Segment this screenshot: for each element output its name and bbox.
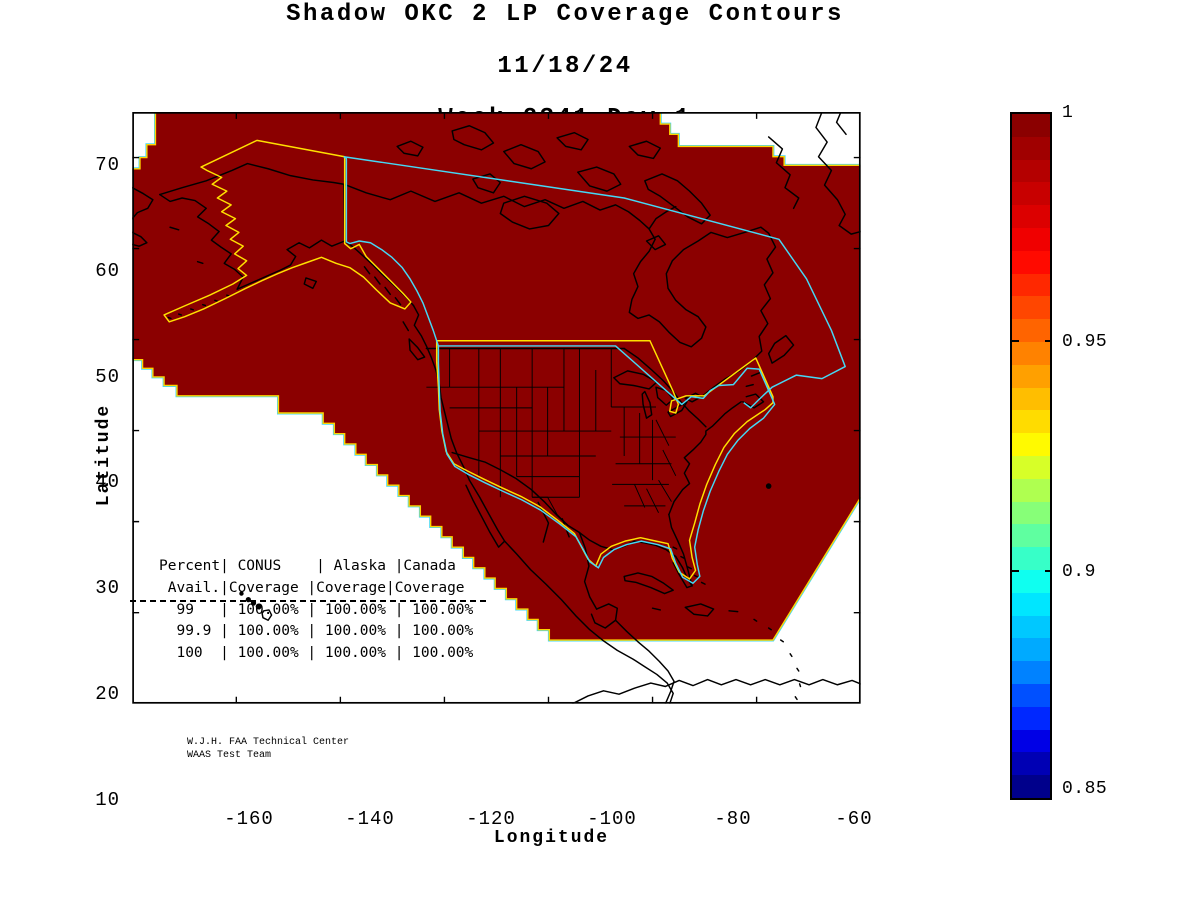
credit-line-2: WAAS Test Team [187, 750, 272, 761]
bermuda [765, 483, 772, 489]
colorbar-band [1012, 182, 1050, 206]
state-borders [426, 348, 677, 526]
hispaniola [684, 603, 715, 617]
colorbar-band [1012, 615, 1050, 639]
credit-text: W.J.H. FAA Technical Center WAAS Test Tea… [187, 736, 349, 762]
colorbar-band [1012, 159, 1050, 183]
colorbar-band [1012, 478, 1050, 502]
colorbar-band [1012, 455, 1050, 479]
title-line-1: Shadow OKC 2 LP Coverage Contours [286, 1, 844, 28]
y-tick-label: 40 [95, 471, 120, 494]
colorbar-band [1012, 114, 1050, 137]
credit-line-1: W.J.H. FAA Technical Center [187, 737, 350, 748]
colorbar-tick-label: 0.95 [1062, 332, 1108, 353]
colorbar-band [1012, 775, 1050, 798]
plot-border [132, 112, 861, 704]
alaska-border-cyan [343, 156, 440, 347]
colorbar-band [1012, 569, 1050, 593]
coverage-summary-table: Percent| CONUS | Alaska |Canada Avail.|C… [159, 558, 474, 662]
colorbar-band [1012, 273, 1050, 297]
colorbar-band [1012, 227, 1050, 251]
x-tick-label: -80 [714, 808, 752, 830]
x-tick-label: -60 [835, 808, 873, 830]
colorbar-band [1012, 501, 1050, 525]
y-tick-label: 60 [95, 259, 120, 282]
colorbar-band [1012, 433, 1050, 456]
colorbar-tick [1045, 340, 1052, 343]
colorbar-band [1012, 638, 1050, 662]
hawaii [239, 591, 273, 621]
lesser-antilles [753, 618, 802, 701]
nova-scotia [742, 393, 765, 409]
colorbar-tick-label: 0.85 [1062, 779, 1108, 799]
title-line-2: 11/18/24 [497, 53, 633, 80]
kodiak-island [303, 277, 318, 290]
x-tick-label: -160 [224, 808, 274, 830]
colorbar-band [1012, 341, 1050, 365]
y-tick-label: 10 [95, 789, 120, 811]
table-separator-dashed-line [130, 600, 487, 602]
colorbar-band [1012, 136, 1050, 160]
x-tick-label: -100 [587, 808, 637, 830]
colorbar-band [1012, 683, 1050, 707]
x-tick-label: -140 [345, 808, 395, 830]
colorbar-band [1012, 706, 1050, 730]
canada-contour-cyan [343, 155, 846, 409]
colorbar-band [1012, 364, 1050, 388]
colorbar-tick [1012, 340, 1019, 343]
colorbar-tick [1045, 569, 1052, 572]
colorbar-band [1012, 661, 1050, 684]
y-tick-label: 20 [95, 683, 120, 706]
colorbar-band [1012, 592, 1050, 616]
conus-contour-cyan [437, 345, 776, 585]
colorbar-band [1012, 387, 1050, 411]
colorbar-band [1012, 752, 1050, 776]
colorbar-band [1012, 547, 1050, 570]
colorbar-band [1012, 250, 1050, 274]
x-axis-title: Longitude [493, 828, 610, 848]
alaska-contour-yellow [163, 139, 412, 323]
conus-contour-yellow [435, 340, 774, 580]
x-tick-label: -120 [466, 808, 516, 830]
colorbar-tick-label: 1 [1062, 103, 1074, 123]
service-contour-cyan [343, 155, 846, 585]
colorbar-band [1012, 296, 1050, 320]
service-contour-yellow [163, 139, 774, 580]
coastlines [132, 112, 861, 704]
bahamas [672, 546, 706, 585]
colorbar-band [1012, 524, 1050, 548]
vancouver-island [408, 338, 426, 361]
colorbar-band [1012, 729, 1050, 753]
victoria-island [499, 195, 560, 230]
colorbar-tick-label: 0.9 [1062, 561, 1096, 582]
y-axis-title: Latitude [94, 403, 114, 507]
coverage-map [132, 112, 861, 704]
y-tick-label: 50 [95, 365, 120, 388]
y-tick-label: 30 [95, 577, 120, 600]
coverage-edge-fringe-gold [132, 112, 861, 641]
hudson-bay [628, 205, 762, 348]
newfoundland [767, 334, 795, 364]
colorbar-band [1012, 410, 1050, 434]
colorbar-tick [1012, 569, 1019, 572]
colorbar [1010, 112, 1052, 800]
y-tick-label: 70 [95, 153, 120, 176]
colorbar-band [1012, 319, 1050, 342]
cuba [623, 572, 674, 595]
colorbar-band [1012, 205, 1050, 228]
